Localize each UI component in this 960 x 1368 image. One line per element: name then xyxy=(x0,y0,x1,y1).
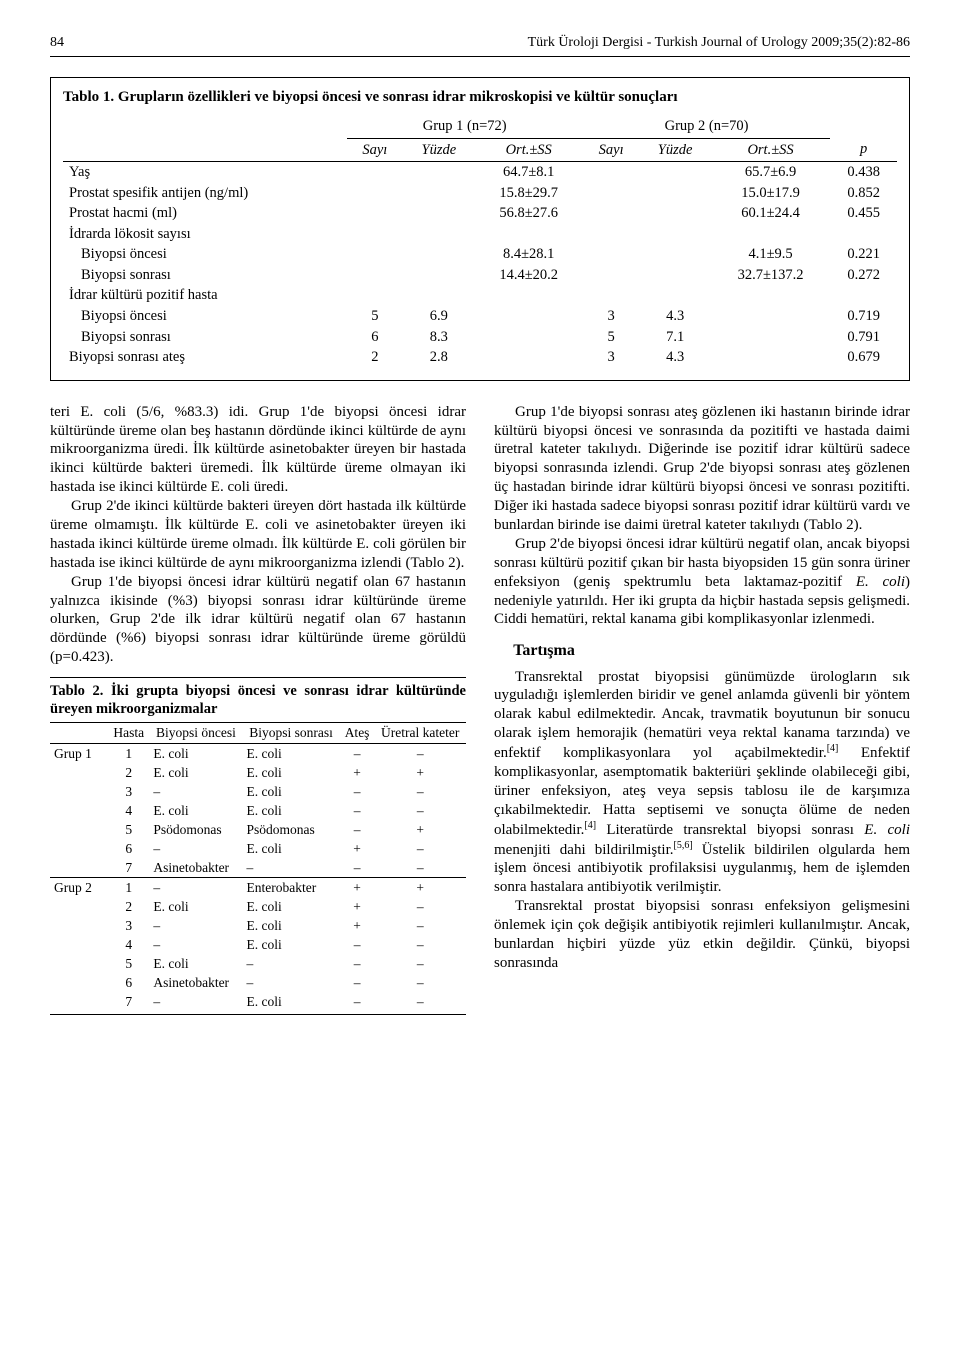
section-heading-tartisma: Tartışma xyxy=(513,641,910,661)
table2: Hasta Biyopsi öncesi Biyopsi sonrası Ate… xyxy=(50,722,466,1015)
citation: [4] xyxy=(827,743,839,754)
table1-group2-header: Grup 2 (n=70) xyxy=(583,115,830,138)
table-row: 7–E. coli–– xyxy=(50,992,466,1015)
table2-col: Biyopsi öncesi xyxy=(149,723,242,744)
table1-col: Sayı xyxy=(347,138,404,162)
table1-title: Tablo 1. Grupların özellikleri ve biyops… xyxy=(63,88,897,107)
table1-col: Sayı xyxy=(583,138,640,162)
table-row: 4E. coliE. coli–– xyxy=(50,801,466,820)
table-row: Yaş64.7±8.165.7±6.90.438 xyxy=(63,162,897,183)
table-row: 6Asinetobakter––– xyxy=(50,973,466,992)
table-row: 5E. coli––– xyxy=(50,954,466,973)
table-row: Biyopsi sonrası14.4±20.232.7±137.20.272 xyxy=(63,265,897,286)
table-row: Prostat spesifik antijen (ng/ml)15.8±29.… xyxy=(63,183,897,204)
table-row: 3–E. coli+– xyxy=(50,916,466,935)
table-row: 2E. coliE. coli++ xyxy=(50,763,466,782)
table-row: 7Asinetobakter––– xyxy=(50,858,466,878)
paragraph: teri E. coli (5/6, %83.3) idi. Grup 1'de… xyxy=(50,403,466,497)
table-row: 5PsödomonasPsödomonas–+ xyxy=(50,820,466,839)
table-row: Grup 11E. coliE. coli–– xyxy=(50,743,466,763)
table1-col: Yüzde xyxy=(403,138,474,162)
table1: Grup 1 (n=72) Grup 2 (n=70) Sayı Yüzde O… xyxy=(63,115,897,368)
table-row: 4–E. coli–– xyxy=(50,935,466,954)
table1-container: Tablo 1. Grupların özellikleri ve biyops… xyxy=(50,77,910,381)
table1-col: Ort.±SS xyxy=(475,138,583,162)
table1-col: p xyxy=(830,138,897,162)
page-header: 84 Türk Üroloji Dergisi - Turkish Journa… xyxy=(50,34,910,57)
paragraph: Transrektal prostat biyopsisi sonrası en… xyxy=(494,897,910,973)
table2-col: Biyopsi sonrası xyxy=(243,723,340,744)
table-row: 6–E. coli+– xyxy=(50,839,466,858)
text: Grup 2'de biyopsi öncesi idrar kültürü n… xyxy=(494,536,910,590)
citation: [5,6] xyxy=(674,840,693,851)
table2-title: Tablo 2. İki grupta biyopsi öncesi ve so… xyxy=(50,677,466,722)
text: menenjiti dahi bildirilmiştir. xyxy=(494,842,674,858)
table-row: Grup 21–Enterobakter++ xyxy=(50,877,466,897)
table-row: 2E. coliE. coli+– xyxy=(50,897,466,916)
table-row: Biyopsi sonrası ateş22.834.30.679 xyxy=(63,347,897,368)
table2-col: Hasta xyxy=(108,723,149,744)
table-row: Prostat hacmi (ml)56.8±27.660.1±24.40.45… xyxy=(63,203,897,224)
table-row: 3–E. coli–– xyxy=(50,782,466,801)
paragraph: Transrektal prostat biyopsisi günümüzde … xyxy=(494,668,910,898)
page-number: 84 xyxy=(50,34,64,52)
table1-col: Yüzde xyxy=(639,138,710,162)
species-name: E. coli xyxy=(856,574,905,590)
table2-container: Tablo 2. İki grupta biyopsi öncesi ve so… xyxy=(50,677,466,1015)
table-row: Biyopsi sonrası68.357.10.791 xyxy=(63,327,897,348)
citation: [4] xyxy=(584,820,596,831)
table1-col: Ort.±SS xyxy=(711,138,830,162)
table1-group1-header: Grup 1 (n=72) xyxy=(347,115,583,138)
paragraph: Grup 1'de biyopsi sonrası ateş gözlenen … xyxy=(494,403,910,535)
paragraph: Grup 2'de biyopsi öncesi idrar kültürü n… xyxy=(494,535,910,629)
journal-title: Türk Üroloji Dergisi - Turkish Journal o… xyxy=(528,34,910,52)
body-columns: teri E. coli (5/6, %83.3) idi. Grup 1'de… xyxy=(50,403,910,1015)
table-row: Biyopsi öncesi56.934.30.719 xyxy=(63,306,897,327)
table-row: İdrarda lökosit sayısı xyxy=(63,224,897,245)
table-row: Biyopsi öncesi8.4±28.14.1±9.50.221 xyxy=(63,244,897,265)
species-name: E. coli xyxy=(864,822,910,838)
table-row: İdrar kültürü pozitif hasta xyxy=(63,285,897,306)
table2-col: Üretral kateter xyxy=(374,723,466,744)
table2-col: Ateş xyxy=(340,723,375,744)
text: Literatürde transrektal biyopsi sonrası xyxy=(596,822,864,838)
paragraph: Grup 2'de ikinci kültürde bakteri üreyen… xyxy=(50,497,466,573)
paragraph: Grup 1'de biyopsi öncesi idrar kültürü n… xyxy=(50,573,466,667)
